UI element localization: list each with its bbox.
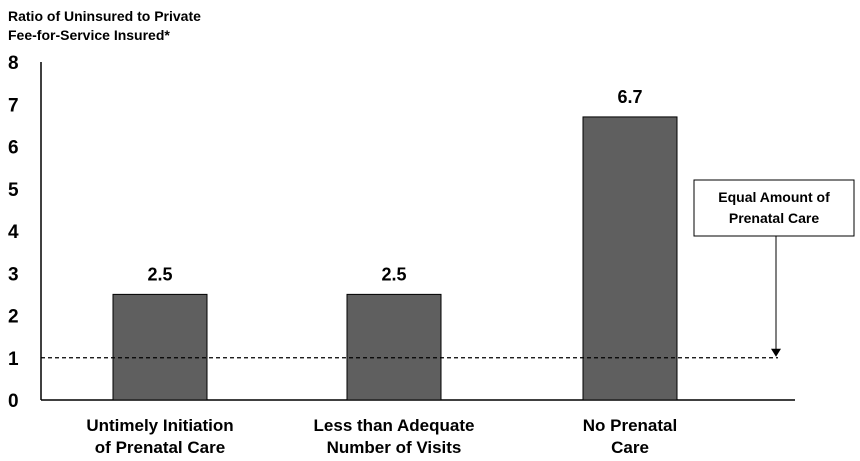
y-axis-ticks: 0 1 2 3 4 5 6 7 8 xyxy=(8,53,19,412)
y-axis-title-line-2: Fee-for-Service Insured* xyxy=(8,27,170,43)
bar-value-label: 2.5 xyxy=(381,264,406,284)
bar xyxy=(582,116,678,401)
y-tick-label: 0 xyxy=(8,391,19,412)
value-labels: 2.5 2.5 6.7 xyxy=(147,87,642,284)
annotation-arrow-head xyxy=(771,348,781,357)
bar xyxy=(346,293,442,401)
category-label: No Prenatal xyxy=(583,416,677,435)
y-tick-label: 5 xyxy=(8,180,19,201)
y-tick-label: 7 xyxy=(8,95,19,116)
y-tick-label: 4 xyxy=(8,222,19,243)
y-axis-title: Ratio of Uninsured to Private Fee-for-Se… xyxy=(8,8,201,43)
y-axis-title-line-1: Ratio of Uninsured to Private xyxy=(8,8,201,24)
category-labels: Untimely Initiation of Prenatal Care Less … xyxy=(86,416,677,457)
bars xyxy=(112,116,678,401)
reference-line-group: Equal Amount of Prenatal Care xyxy=(41,179,855,359)
category-label: Less than Adequate xyxy=(314,416,475,435)
annotation-text: Equal Amount of xyxy=(718,189,830,205)
category-label: Untimely Initiation xyxy=(86,416,233,435)
y-tick-label: 1 xyxy=(8,349,19,370)
category-label: Number of Visits xyxy=(327,438,462,457)
bar-value-label: 2.5 xyxy=(147,264,172,284)
annotation-box xyxy=(693,179,855,237)
y-tick-label: 3 xyxy=(8,264,19,285)
y-tick-label: 8 xyxy=(8,53,19,74)
annotation-text: Prenatal Care xyxy=(729,210,819,226)
category-label: Care xyxy=(611,438,649,457)
category-label: of Prenatal Care xyxy=(95,438,225,457)
y-tick-label: 6 xyxy=(8,138,19,159)
y-tick-label: 2 xyxy=(8,307,19,328)
bar-value-label: 6.7 xyxy=(617,87,642,107)
bar xyxy=(112,293,208,401)
